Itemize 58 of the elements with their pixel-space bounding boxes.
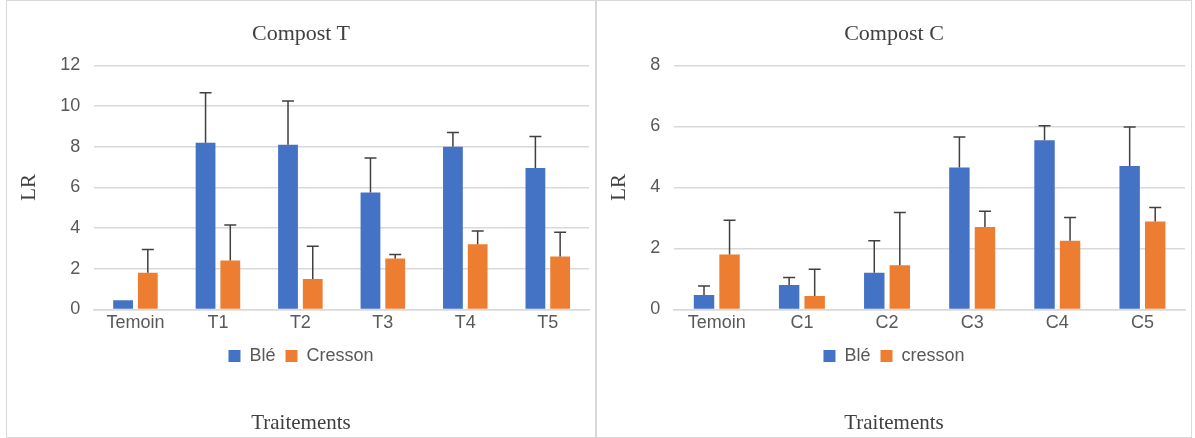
y-axis-title: LR <box>606 173 631 201</box>
bar <box>889 265 911 309</box>
legend-label: Cresson <box>306 344 374 365</box>
bar <box>949 167 970 309</box>
bar <box>220 260 241 309</box>
x-tick-label: T5 <box>537 312 559 333</box>
x-axis-title: Traitements <box>843 410 945 435</box>
bar <box>278 144 298 309</box>
x-tick-label: C2 <box>875 312 899 333</box>
bar <box>113 300 133 309</box>
bar <box>360 192 381 309</box>
y-tick-label: 10 <box>60 95 81 116</box>
y-tick-label: 2 <box>70 257 81 278</box>
x-axis-title: Traitements <box>250 410 352 435</box>
y-tick-label: 8 <box>70 135 81 156</box>
bar <box>719 254 740 309</box>
bar <box>137 272 158 309</box>
bar <box>302 278 323 309</box>
bar <box>385 258 406 309</box>
bar <box>864 272 885 309</box>
bar <box>804 295 825 309</box>
y-tick-label: 2 <box>650 237 661 258</box>
bar <box>1059 240 1081 309</box>
bar <box>550 256 571 309</box>
y-tick-label: 4 <box>650 176 661 197</box>
bar <box>467 244 488 309</box>
bar <box>443 146 463 309</box>
bar <box>778 285 800 309</box>
y-tick-label: 0 <box>650 298 661 319</box>
legend-label: Blé <box>249 344 276 365</box>
y-tick-label: 0 <box>70 298 81 319</box>
legend-label: cresson <box>901 344 965 365</box>
bar <box>1144 221 1166 309</box>
x-tick-label: T2 <box>289 312 311 333</box>
x-tick-label: C3 <box>960 312 984 333</box>
x-tick-label: C1 <box>790 312 814 333</box>
x-tick-label: T1 <box>207 312 229 333</box>
bar <box>1119 166 1140 309</box>
x-tick-label: Temoin <box>687 312 746 333</box>
x-tick-label: T4 <box>454 312 476 333</box>
legend-label: Blé <box>844 344 871 365</box>
y-tick-label: 4 <box>70 217 81 238</box>
y-tick-label: 6 <box>650 115 661 136</box>
bar <box>1034 140 1055 309</box>
bar <box>195 142 216 309</box>
x-tick-label: C4 <box>1045 312 1069 333</box>
y-tick-label: 6 <box>70 176 81 197</box>
y-axis-title: LR <box>16 173 41 201</box>
chart-title: Compost T <box>251 19 351 45</box>
bar <box>693 295 715 309</box>
y-tick-label: 8 <box>650 54 661 75</box>
x-tick-label: C5 <box>1130 312 1154 333</box>
x-tick-label: Temoin <box>106 312 165 333</box>
y-tick-label: 12 <box>60 54 81 75</box>
chart-title: Compost C <box>844 19 944 45</box>
x-tick-label: T3 <box>372 312 394 333</box>
bar <box>525 168 546 309</box>
bar <box>974 227 996 309</box>
